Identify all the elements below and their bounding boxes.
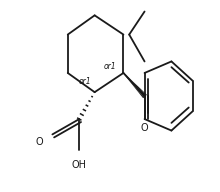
Text: or1: or1	[79, 77, 91, 86]
Text: OH: OH	[72, 160, 87, 170]
Text: or1: or1	[104, 62, 116, 71]
Text: O: O	[35, 137, 43, 147]
Text: O: O	[141, 123, 148, 133]
